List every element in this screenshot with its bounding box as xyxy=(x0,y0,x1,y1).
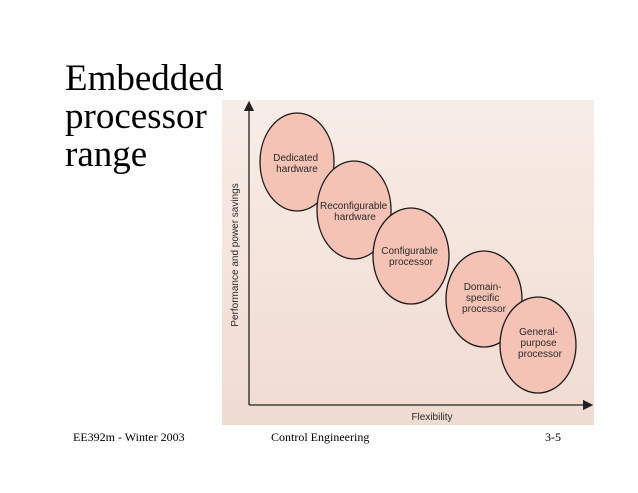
footer-page-number: 3-5 xyxy=(545,430,561,444)
configurable-processor-label: Configurable processor xyxy=(381,246,441,268)
title-line-3: range xyxy=(65,134,148,175)
reconfigurable-hardware-ellipse xyxy=(316,160,392,260)
reconfigurable-hardware-label: Reconfigurable hardware xyxy=(320,201,390,223)
y-axis-label: Performance and power savings xyxy=(230,183,241,326)
processor-range-diagram: Performance and power savings Flexibilit… xyxy=(222,100,594,425)
x-axis-label: Flexibility xyxy=(411,412,452,423)
footer-course: EE392m - Winter 2003 xyxy=(73,430,185,444)
dedicated-hardware-label: Dedicated hardware xyxy=(273,153,321,175)
title-line-1: Embedded xyxy=(65,58,224,99)
title-line-2: processor xyxy=(65,96,207,137)
dedicated-hardware-ellipse xyxy=(259,112,335,212)
general-purpose-processor-label: General- purpose processor xyxy=(518,327,563,360)
configurable-processor-ellipse xyxy=(372,207,450,305)
footer-subject: Control Engineering xyxy=(271,430,370,444)
domain-specific-processor-label: Domain- specific processor xyxy=(462,282,507,315)
general-purpose-processor-ellipse xyxy=(499,296,577,394)
slide-title: Embedded processor range xyxy=(65,60,235,174)
domain-specific-processor-ellipse xyxy=(445,250,523,348)
